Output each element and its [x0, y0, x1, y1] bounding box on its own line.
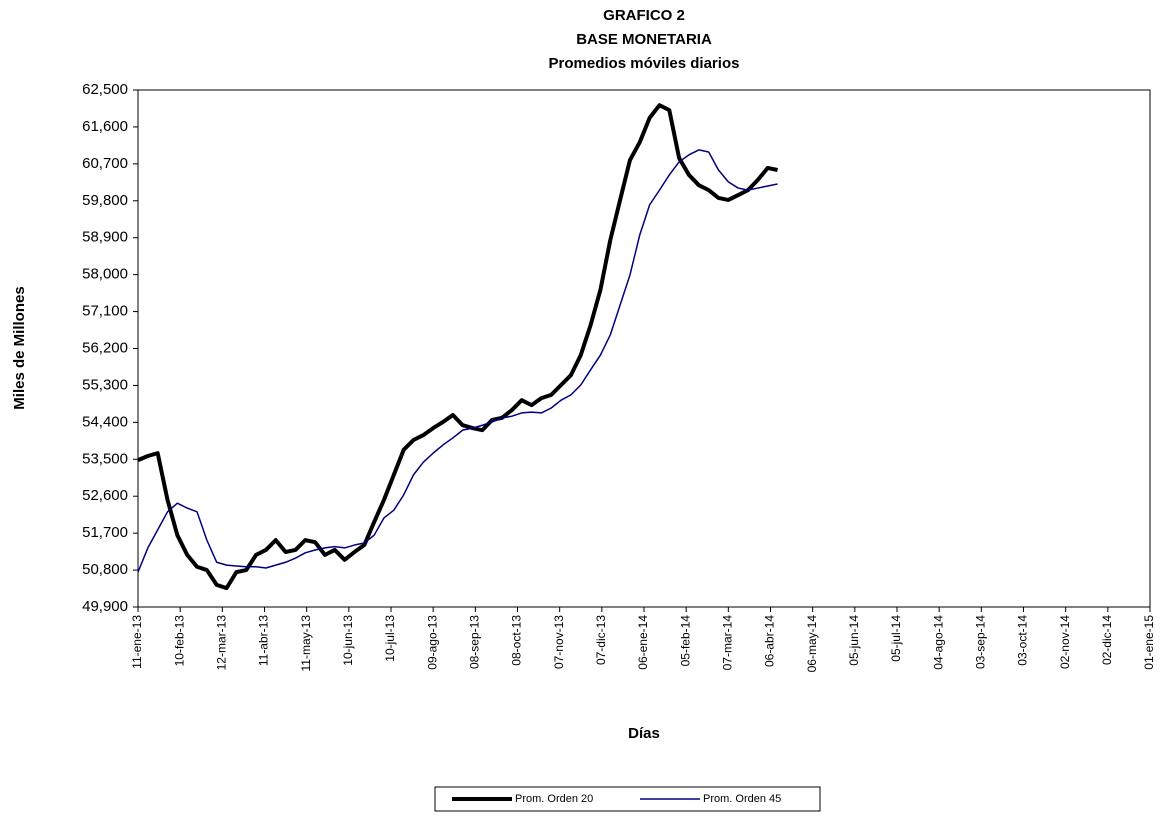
- y-tick-label: 58,000: [82, 266, 128, 283]
- x-tick-label: 06-may-14: [805, 615, 819, 673]
- x-tick-label: 04-ago-14: [931, 615, 945, 670]
- x-tick-label: 02-nov-14: [1058, 615, 1072, 669]
- x-tick-label: 07-mar-14: [721, 615, 735, 671]
- y-tick-label: 50,800: [82, 561, 128, 578]
- y-tick-label: 56,200: [82, 339, 128, 356]
- chart-title: GRAFICO 2: [603, 7, 685, 24]
- chart-title: BASE MONETARIA: [576, 31, 712, 48]
- x-tick-label: 07-nov-13: [552, 615, 566, 669]
- y-tick-label: 51,700: [82, 524, 128, 541]
- legend-label: Prom. Orden 20: [515, 793, 593, 805]
- x-tick-label: 03-sep-14: [974, 615, 988, 669]
- x-tick-label: 06-ene-14: [636, 615, 650, 670]
- y-tick-label: 54,400: [82, 413, 128, 430]
- series-line: [137, 149, 778, 573]
- x-tick-label: 01-ene-15: [1142, 615, 1156, 670]
- y-tick-label: 52,600: [82, 487, 128, 504]
- y-axis-title: Miles de Millones: [11, 286, 28, 409]
- y-tick-label: 57,100: [82, 303, 128, 320]
- legend: Prom. Orden 20 Prom. Orden 45: [434, 786, 821, 812]
- x-tick-label: 10-feb-13: [172, 615, 186, 667]
- plot-frame: [137, 89, 1151, 608]
- x-tick-label: 05-jul-14: [889, 615, 903, 662]
- x-axis-title: Días: [628, 725, 660, 742]
- x-tick-label: 05-jun-14: [847, 615, 861, 666]
- x-tick-label: 07-dic-13: [594, 615, 608, 665]
- chart-title: Promedios móviles diarios: [549, 55, 740, 72]
- y-tick-label: 55,300: [82, 376, 128, 393]
- x-tick-label: 08-oct-13: [510, 615, 524, 666]
- x-tick-label: 09-ago-13: [425, 615, 439, 670]
- y-tick-label: 62,500: [82, 81, 128, 98]
- y-tick-label: 58,900: [82, 229, 128, 246]
- x-tick-label: 10-jul-13: [383, 615, 397, 662]
- x-tick-label: 11-ene-13: [130, 615, 144, 669]
- x-tick-label: 10-jun-13: [341, 615, 355, 666]
- y-tick-label: 60,700: [82, 155, 128, 172]
- x-tick-label: 11-may-13: [299, 615, 313, 672]
- y-tick-label: 59,800: [82, 192, 128, 209]
- legend-label: Prom. Orden 45: [703, 793, 781, 805]
- x-tick-label: 03-oct-14: [1016, 615, 1030, 666]
- x-tick-label: 02-dic-14: [1100, 615, 1114, 665]
- y-tick-label: 53,500: [82, 450, 128, 467]
- y-tick-label: 61,600: [82, 118, 128, 135]
- x-tick-label: 06-abr-14: [763, 615, 777, 667]
- y-tick-label: 49,900: [82, 598, 128, 615]
- x-tick-label: 11-abr-13: [257, 615, 271, 666]
- x-tick-label: 05-feb-14: [678, 615, 692, 667]
- series-line: [137, 103, 778, 591]
- x-tick-label: 08-sep-13: [468, 615, 482, 669]
- x-tick-label: 12-mar-13: [215, 615, 229, 671]
